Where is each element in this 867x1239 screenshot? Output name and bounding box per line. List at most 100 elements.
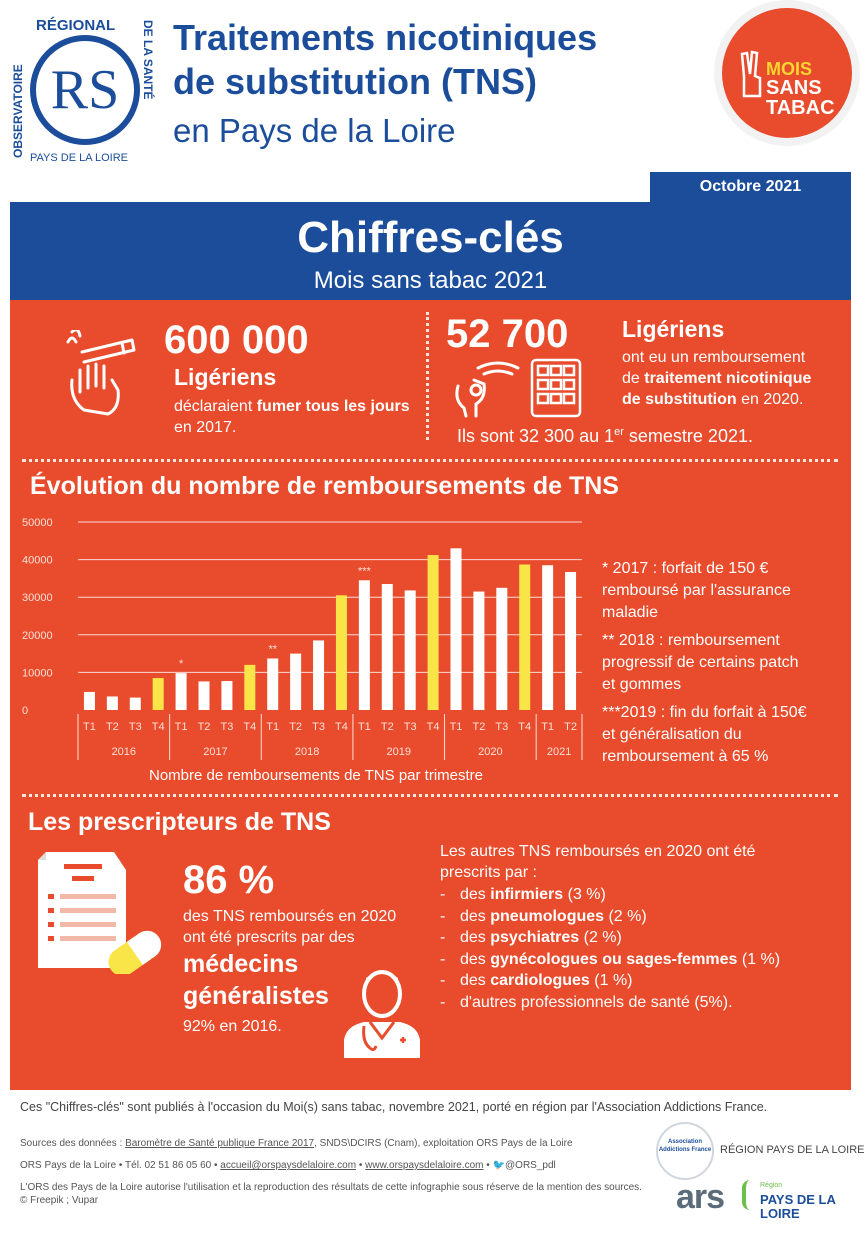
bar [198, 681, 210, 710]
list-item: - des cardiologues (1 %) [440, 972, 633, 989]
logo-arc-top: RÉGIONAL [36, 17, 115, 34]
footer-sources: Sources des données : Baromètre de Santé… [20, 1138, 573, 1149]
y-tick-label: 40000 [22, 555, 53, 567]
addictions-france-logo: Association Addictions France [656, 1122, 714, 1180]
gp-label-1: médecins [183, 950, 299, 978]
y-tick-label: 30000 [22, 592, 53, 604]
gp-line2: ont été prescrits par des [183, 929, 355, 946]
list-item: - d'autres professionnels de santé (5%). [440, 993, 733, 1011]
logo-arc-right: DE LA SANTÉ [141, 20, 156, 100]
chart-note-1: * 2017 : forfait de 150 € remboursé par l… [602, 560, 791, 621]
year-label: 2019 [386, 746, 410, 758]
ars-logo: ars [676, 1178, 725, 1216]
x-tick-label: T1 [450, 721, 463, 733]
evolution-title: Évolution du nombre de remboursements de… [30, 472, 619, 500]
bar [313, 640, 325, 710]
y-tick-label: 20000 [22, 630, 53, 642]
bar [358, 580, 370, 710]
x-tick-label: T1 [175, 721, 188, 733]
x-tick-label: T1 [83, 721, 96, 733]
doctor-icon [344, 970, 420, 1058]
reimbursed-line3: de substitution en 2020. [622, 391, 804, 408]
email-link[interactable]: accueil@orspaysdelaloire.com [220, 1160, 357, 1171]
hand-patch-icon [455, 361, 520, 418]
y-tick-label: 10000 [22, 667, 53, 679]
bar [427, 555, 439, 710]
bar [152, 678, 164, 710]
badge-word-mois: MOIS [766, 59, 813, 79]
key-figures-subtitle: Mois sans tabac 2021 [313, 267, 548, 294]
list-item: - des pneumologues (2 %) [440, 907, 647, 925]
y-tick-label: 50000 [22, 517, 53, 529]
others-intro-line1: Les autres TNS remboursés en 2020 ont ét… [440, 843, 756, 860]
x-tick-label: T4 [518, 721, 531, 733]
year-label: 2016 [112, 746, 136, 758]
bar [496, 587, 508, 710]
footer-legal-2: © Freepik ; Vupar [20, 1195, 99, 1206]
region-label: RÉGION PAYS DE LA LOIRE [720, 1144, 865, 1156]
x-tick-label: T2 [472, 721, 485, 733]
x-tick-label: T2 [106, 721, 119, 733]
bar [244, 664, 256, 710]
gp-label-2: généralistes [183, 982, 329, 1010]
key-figures-title: Chiffres-clés [297, 213, 564, 262]
list-item: - des infirmiers (3 %) [440, 886, 606, 903]
reimbursed-line1: ont eu un remboursement [622, 349, 806, 366]
bar [221, 681, 233, 710]
page-subtitle: en Pays de la Loire [173, 112, 456, 149]
page-title-line2: de substitution (TNS) [173, 61, 537, 102]
x-axis-label: Nombre de remboursements de TNS par trim… [149, 767, 483, 784]
pdl-logo-mark [742, 1180, 760, 1210]
bar [83, 691, 95, 710]
page-title-line1: Traitements nicotiniques [173, 17, 598, 58]
bar [473, 591, 485, 710]
bar-annotation: * [179, 658, 184, 670]
bar [519, 564, 531, 710]
x-tick-label: T2 [198, 721, 211, 733]
bar [129, 697, 141, 710]
chart-note-3: ***2019 : fin du forfait à 150€ et généra… [602, 704, 807, 765]
footer-published: Ces "Chiffres-clés" sont publiés à l'occ… [20, 1100, 768, 1114]
bar [542, 565, 554, 710]
smokers-label: Ligériens [174, 364, 277, 390]
twitter-link[interactable]: @ORS_pdl [505, 1160, 556, 1171]
list-item: - des gynécologues ou sages-femmes (1 %) [440, 950, 781, 968]
sources-link[interactable]: Baromètre de Santé publique France 2017 [125, 1138, 315, 1149]
divider-vertical [426, 312, 429, 440]
x-tick-label: T3 [404, 721, 417, 733]
y-tick-label: 0 [22, 705, 28, 717]
x-tick-label: T4 [427, 721, 440, 733]
pdl-logo: PAYS DE LA LOIRE [760, 1192, 836, 1221]
reimbursed-label: Ligériens [622, 316, 725, 342]
pdl-logo-small: Région [760, 1182, 783, 1189]
logo-mark: RS [51, 59, 120, 121]
reimbursed-line2: de traitement nicotinique [622, 370, 812, 387]
bar [335, 595, 347, 710]
year-label: 2017 [203, 746, 227, 758]
semester-note: Ils sont 32 300 au 1er semestre 2021. [457, 426, 753, 446]
x-tick-label: T4 [335, 721, 348, 733]
x-tick-label: T4 [152, 721, 165, 733]
smokers-count: 600 000 [164, 318, 309, 362]
x-tick-label: T3 [312, 721, 325, 733]
gp-line1: des TNS remboursés en 2020 [183, 908, 397, 925]
badge-word-sans: SANS [766, 77, 822, 99]
list-item: - des psychiatres (2 %) [440, 929, 622, 946]
ors-logo: RS RÉGIONAL OBSERVATOIRE DE LA SANTÉ PAY… [11, 17, 156, 164]
key-figures-band [10, 202, 851, 300]
twitter-icon: 🐦 [492, 1160, 506, 1171]
x-tick-label: T3 [220, 721, 233, 733]
logo-bottom: PAYS DE LA LOIRE [30, 152, 128, 164]
others-intro-line2: prescrits par : [440, 864, 537, 881]
reimbursements-chart: 50000 40000 30000 20000 10000 0 T1 T2 T3 T4 T1 T2 T3… [22, 517, 583, 784]
bar [404, 590, 416, 710]
footer-legal-1: L'ORS des Pays de la Loire autorise l'ut… [20, 1182, 642, 1193]
bar [267, 658, 279, 710]
bar [290, 653, 302, 710]
chart-note-2: ** 2018 : remboursement progressif de cer… [602, 632, 799, 693]
victory-hand-icon [740, 50, 762, 98]
prescribers-title: Les prescripteurs de TNS [28, 808, 331, 836]
x-tick-label: T2 [381, 721, 394, 733]
website-link[interactable]: www.orspaysdelaloire.com [365, 1160, 484, 1171]
gum-pack-icon [530, 358, 582, 418]
